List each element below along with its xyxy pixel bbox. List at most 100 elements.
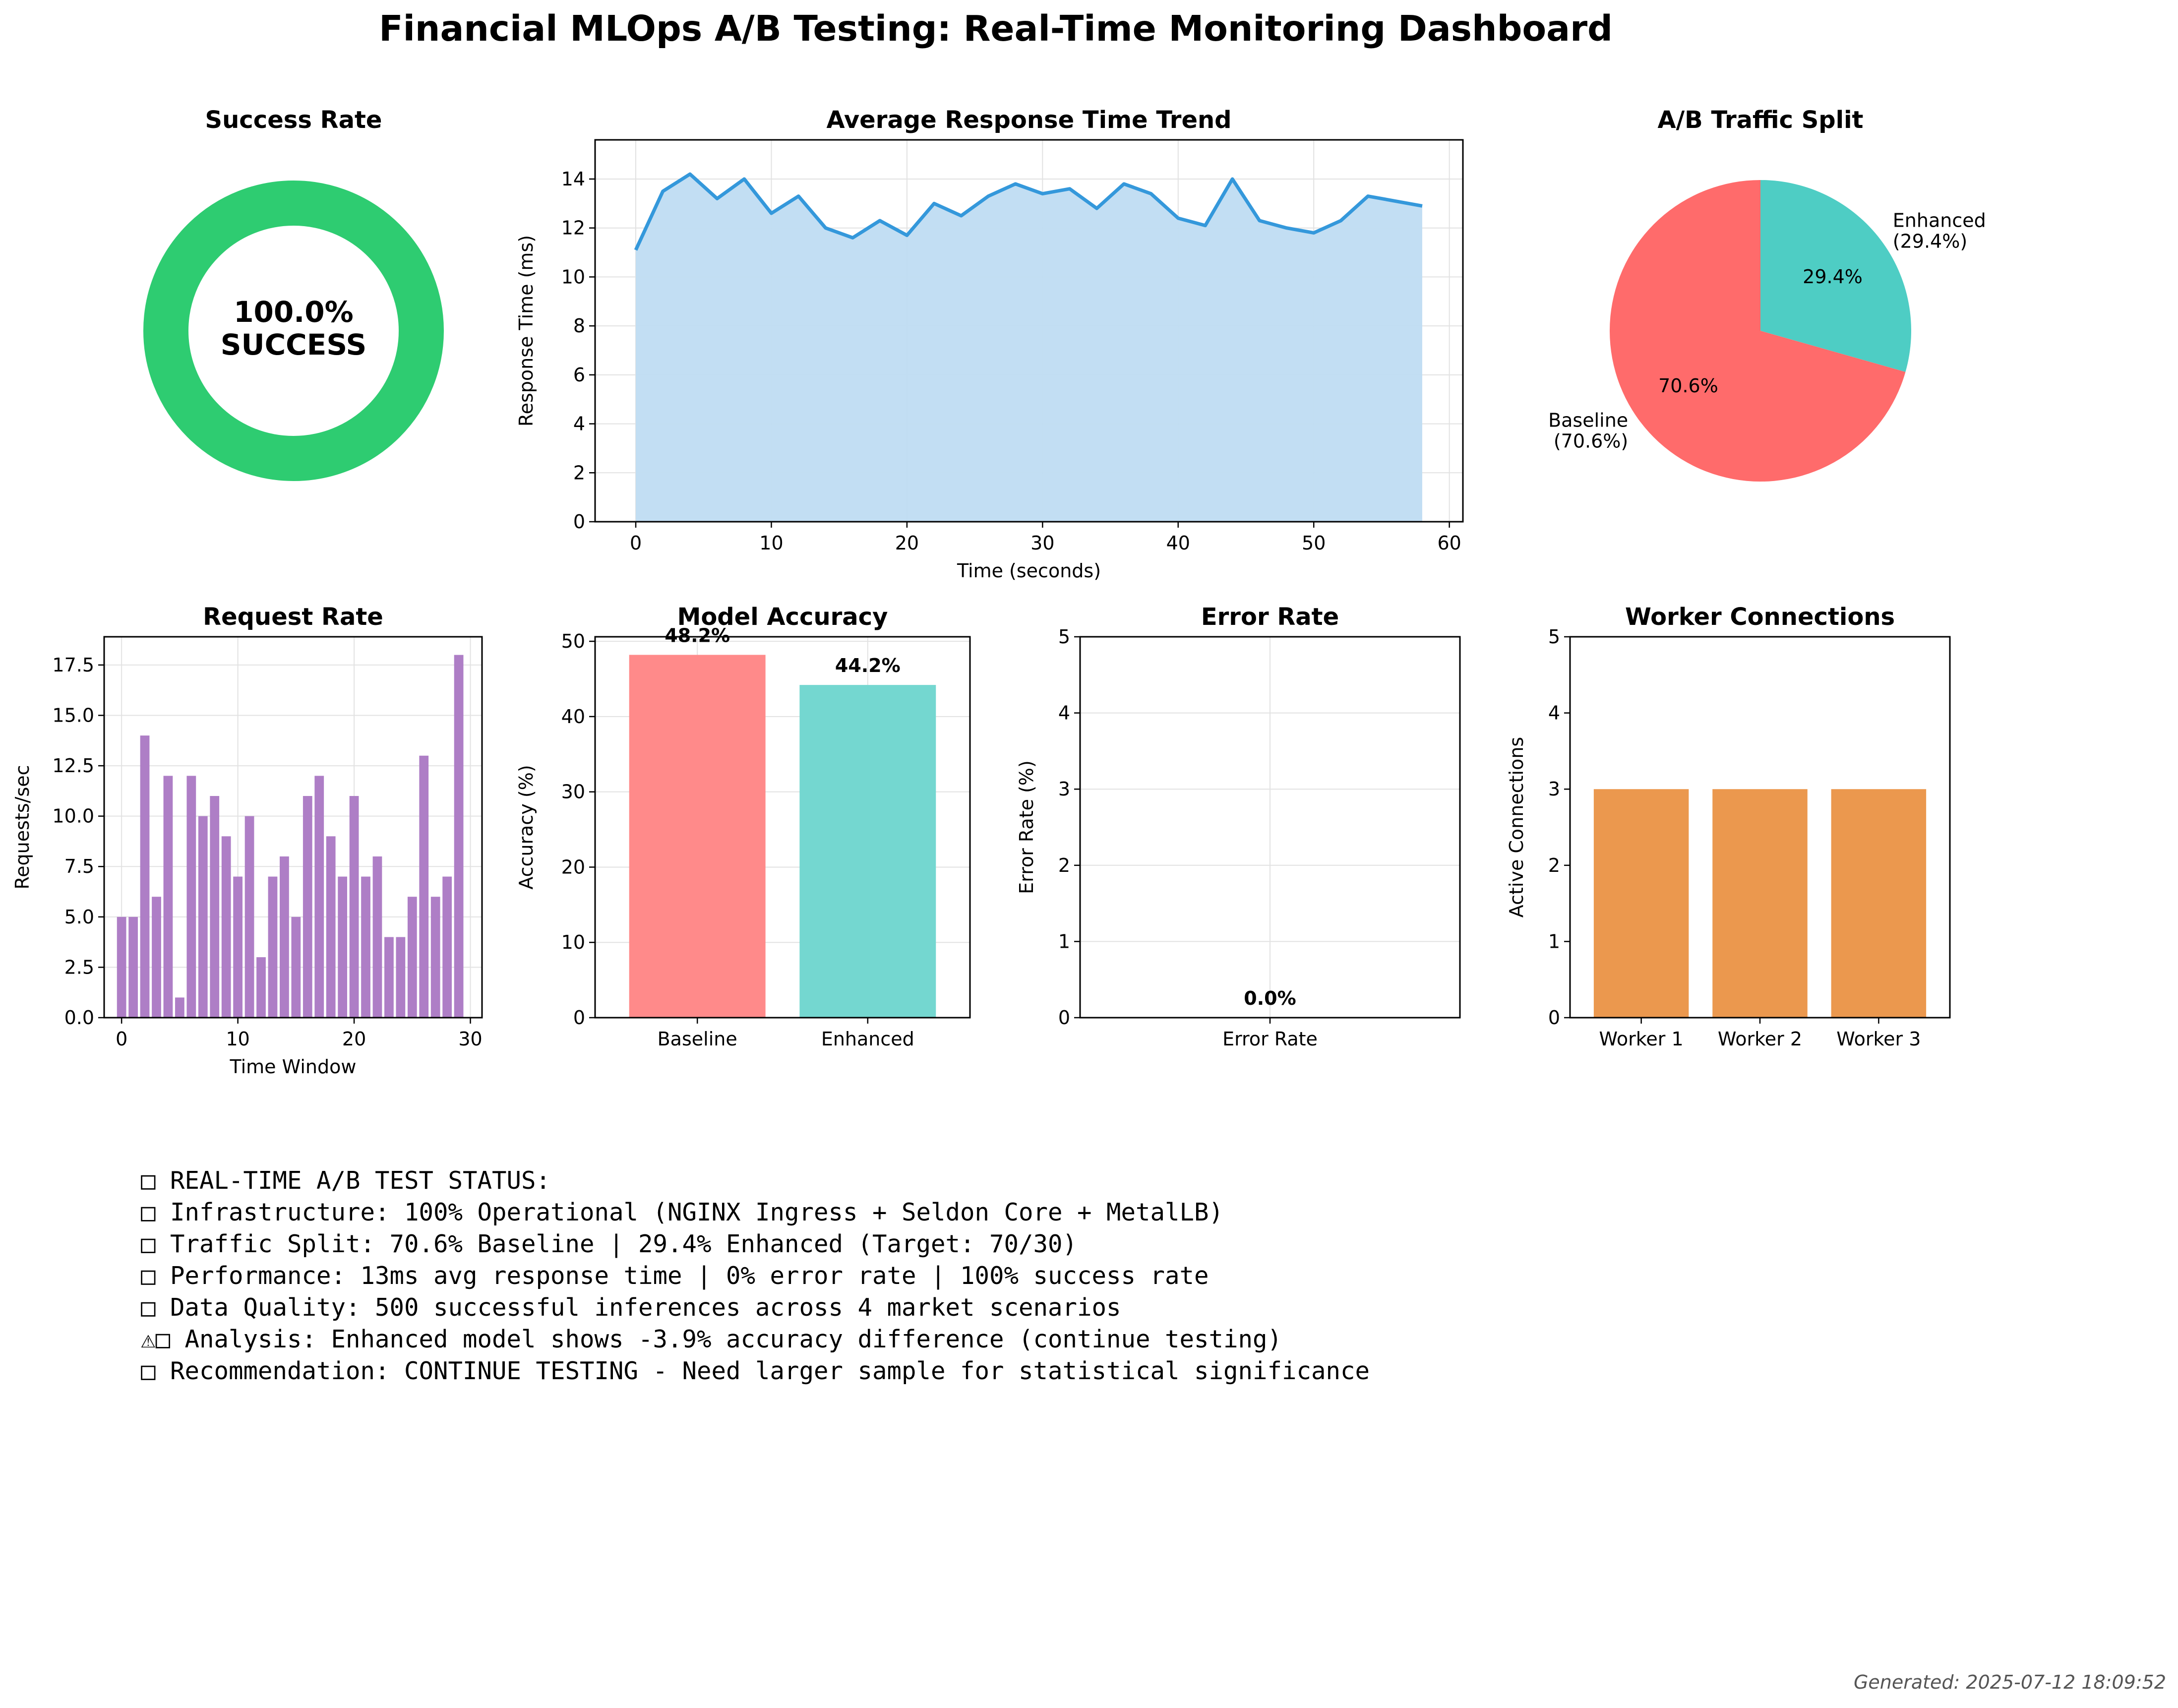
- x-tick-label: 60: [1437, 532, 1461, 554]
- x-tick-label: 20: [342, 1028, 366, 1050]
- x-tick-label: 30: [458, 1028, 482, 1050]
- chart-title: Success Rate: [205, 106, 382, 134]
- bar-value-label: 48.2%: [665, 624, 730, 646]
- response-time-panel: 0 2 4 6 8 10 12 14 0 10 20 30 40 50 60 Average Response…: [515, 106, 1464, 582]
- request-rate-bar: [210, 796, 220, 1018]
- request-rate-bar: [163, 776, 173, 1018]
- request-rate-panel: 0.0 2.5 5.0 7.5 10.0 12.5 15.0 17.5 0 10 20 30 Reque…: [11, 603, 483, 1078]
- bar-worker-3: [1831, 789, 1927, 1018]
- status-line: □ Traffic Split: 70.6% Baseline | 29.4% …: [141, 1230, 1077, 1258]
- request-rate-bar: [302, 796, 312, 1018]
- y-tick-label: 1: [1548, 930, 1560, 952]
- donut-center-label: SUCCESS: [221, 328, 367, 362]
- y-tick-label: 0: [1548, 1007, 1560, 1029]
- donut-success-arc: [143, 181, 444, 481]
- y-tick-label: 0.0: [64, 1007, 94, 1029]
- pie-slice-label-line: (70.6%): [1554, 430, 1628, 452]
- request-rate-bar: [407, 897, 417, 1018]
- pie-slice-label: Enhanced (29.4%): [1893, 209, 1986, 252]
- y-tick-label: 12: [561, 217, 585, 239]
- y-tick-label: 4: [1548, 702, 1560, 724]
- request-rate-bar: [152, 897, 161, 1018]
- worker-connections-panel: 0 1 2 3 4 5 Worker 1 Worker 2 Worker 3 Worker Con…: [1506, 603, 1951, 1050]
- model-accuracy-panel: 0 10 20 30 40 50 Baseline Enhanced 48.2% 44.2% Mod…: [515, 603, 971, 1050]
- y-tick-label: 5: [1548, 626, 1560, 648]
- chart-title: Request Rate: [203, 603, 383, 631]
- chart-title: Error Rate: [1201, 603, 1339, 631]
- x-tick-label: 0: [116, 1028, 127, 1050]
- request-rate-bar: [175, 997, 184, 1018]
- y-tick-label: 2: [1058, 854, 1070, 876]
- y-tick-label: 10: [561, 266, 585, 288]
- request-rate-bar: [117, 916, 126, 1018]
- status-line: ⚠□ Analysis: Enhanced model shows -3.9% …: [141, 1325, 1282, 1353]
- y-tick-label: 10: [561, 931, 585, 953]
- dashboard-title: Financial MLOps A/B Testing: Real-Time M…: [379, 8, 1613, 49]
- request-rate-bar: [396, 937, 406, 1018]
- y-axis-label: Response Time (ms): [515, 235, 537, 427]
- pie-slice-label: Baseline (70.6%): [1548, 410, 1628, 452]
- request-rate-bar: [349, 796, 359, 1018]
- x-tick-label: Error Rate: [1222, 1028, 1318, 1050]
- success-rate-panel: Success Rate 100.0%SUCCESS: [143, 106, 444, 481]
- y-tick-label: 5: [1058, 626, 1070, 648]
- x-axis-label: Time Window: [230, 1056, 357, 1078]
- y-tick-label: 0: [573, 511, 585, 533]
- pie-percent-label: 70.6%: [1658, 375, 1718, 397]
- y-tick-label: 1: [1058, 930, 1070, 952]
- request-rate-bar: [186, 776, 196, 1018]
- y-tick-label: 3: [1548, 778, 1560, 800]
- bar-enhanced: [799, 685, 936, 1018]
- axes-frame: [594, 139, 1464, 523]
- bar-worker-1: [1593, 789, 1689, 1018]
- pie-slice-label-line: Enhanced: [1893, 209, 1986, 231]
- y-axis-label: Error Rate (%): [1016, 760, 1037, 894]
- request-rate-bar: [291, 916, 301, 1018]
- y-tick-label: 4: [1058, 702, 1070, 724]
- y-tick-label: 7.5: [64, 855, 94, 877]
- generated-timestamp: Generated: 2025-07-12 18:09:52: [1854, 1671, 2166, 1693]
- y-tick-label: 10.0: [52, 805, 94, 827]
- response-time-line: [634, 172, 1423, 251]
- status-line: □ Recommendation: CONTINUE TESTING - Nee…: [141, 1357, 1370, 1385]
- donut-center-value: 100.0%: [234, 295, 354, 329]
- pie-percent-label: 29.4%: [1803, 266, 1863, 288]
- y-axis-label: Requests/sec: [11, 765, 33, 889]
- chart-title: Model Accuracy: [677, 603, 888, 631]
- y-axis-label: Active Connections: [1506, 737, 1527, 917]
- status-line: □ Data Quality: 500 successful inference…: [141, 1293, 1121, 1322]
- x-tick-label: Worker 3: [1836, 1028, 1921, 1050]
- chart-title: A/B Traffic Split: [1658, 106, 1864, 134]
- request-rate-bar: [338, 876, 348, 1018]
- y-tick-label: 6: [573, 364, 585, 386]
- request-rate-bar: [454, 655, 464, 1018]
- request-rate-bar: [314, 776, 324, 1018]
- request-rate-bar: [384, 937, 394, 1018]
- y-tick-label: 20: [561, 856, 585, 878]
- y-tick-label: 5.0: [64, 906, 94, 928]
- x-tick-label: 10: [226, 1028, 249, 1050]
- y-tick-label: 12.5: [52, 755, 94, 777]
- x-tick-label: 0: [630, 532, 642, 554]
- y-tick-label: 2: [573, 462, 585, 484]
- y-tick-label: 30: [561, 781, 585, 803]
- bar-baseline: [629, 655, 766, 1018]
- y-tick-label: 17.5: [52, 654, 94, 676]
- y-tick-label: 50: [561, 630, 585, 652]
- request-rate-bar: [361, 876, 370, 1018]
- request-rate-bar: [244, 816, 254, 1018]
- y-tick-label: 8: [573, 315, 585, 337]
- request-rate-bar: [140, 735, 150, 1018]
- bar-value-label: 44.2%: [835, 655, 901, 676]
- chart-title: Average Response Time Trend: [826, 106, 1231, 134]
- status-line: □ REAL-TIME A/B TEST STATUS:: [141, 1166, 550, 1195]
- y-tick-label: 15.0: [52, 704, 94, 726]
- y-tick-label: 2.5: [64, 956, 94, 978]
- request-rate-bar: [128, 916, 138, 1018]
- request-rate-bar: [372, 856, 382, 1018]
- pie-slice-enhanced: [1760, 180, 1911, 372]
- pie-slice-label-line: Baseline: [1548, 410, 1628, 431]
- x-tick-label: 40: [1166, 532, 1190, 554]
- axes-frame: [1569, 636, 1951, 1019]
